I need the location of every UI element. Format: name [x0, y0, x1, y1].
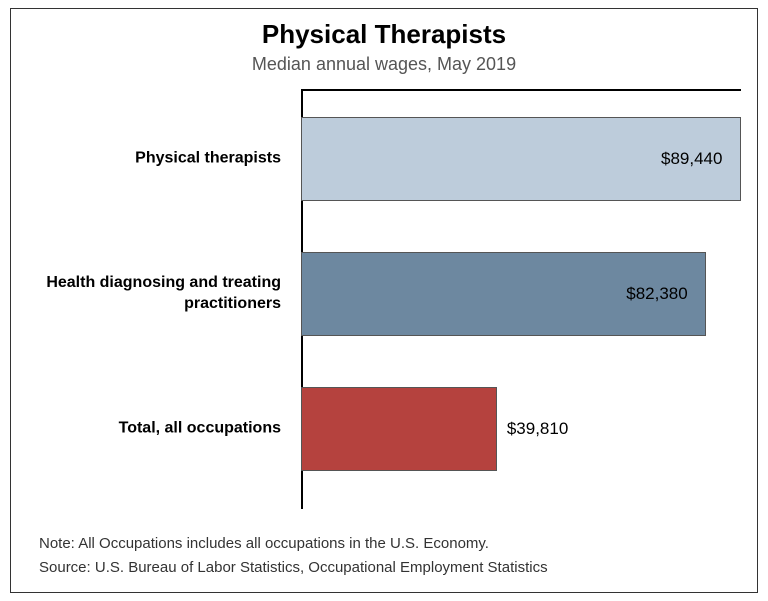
- bar-row-2: Total, all occupations $39,810: [11, 379, 759, 479]
- value-label-2: $39,810: [507, 419, 568, 439]
- bar-row-0: Physical therapists $89,440: [11, 109, 759, 209]
- bar-row-1: Health diagnosing and treating practitio…: [11, 244, 759, 344]
- value-label-0: $89,440: [661, 149, 722, 169]
- category-label-0: Physical therapists: [11, 149, 291, 170]
- footnote-note: Note: All Occupations includes all occup…: [39, 535, 489, 552]
- category-label-2: Total, all occupations: [11, 419, 291, 440]
- chart-subtitle: Median annual wages, May 2019: [11, 54, 757, 75]
- category-label-1: Health diagnosing and treating practitio…: [11, 273, 291, 315]
- value-label-1: $82,380: [626, 284, 687, 304]
- footnote-source: Source: U.S. Bureau of Labor Statistics,…: [39, 559, 548, 576]
- chart-title: Physical Therapists: [11, 19, 757, 50]
- bar-2: [301, 387, 497, 471]
- chart-frame: Physical Therapists Median annual wages,…: [10, 8, 758, 593]
- axis-top: [301, 89, 741, 91]
- chart-plot-area: Physical therapists $89,440 Health diagn…: [11, 89, 759, 519]
